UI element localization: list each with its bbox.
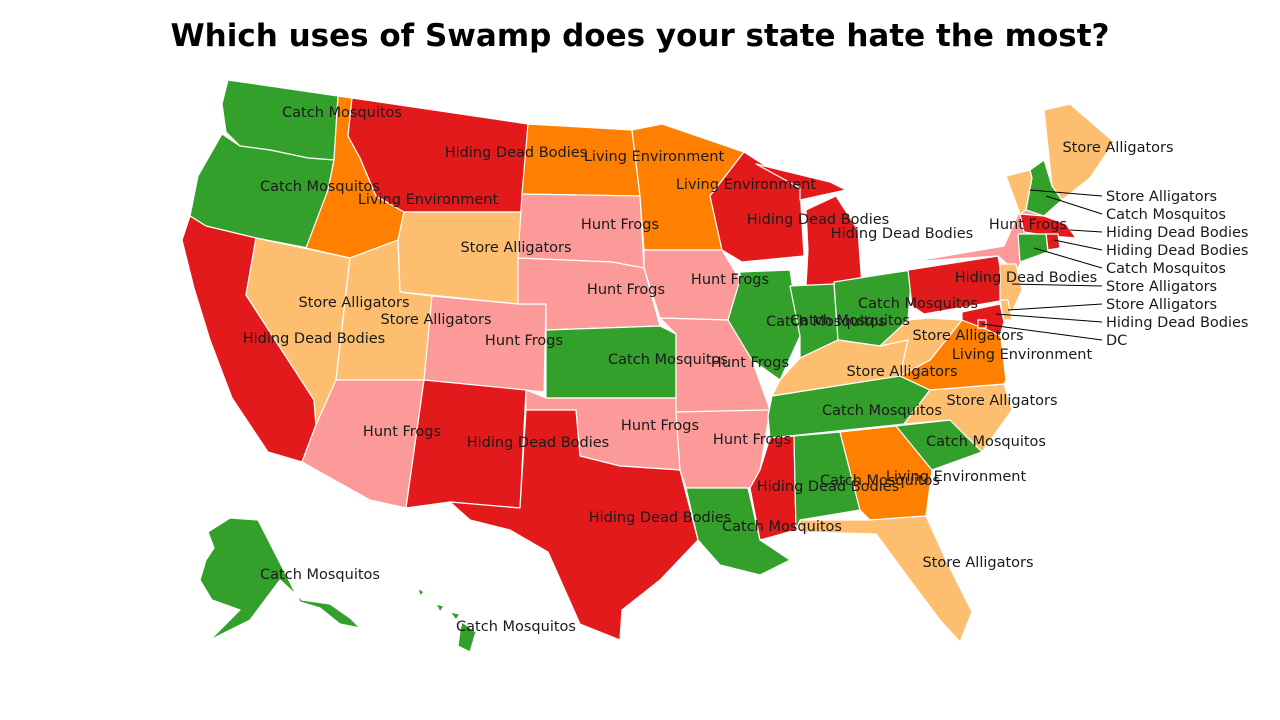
label-mi: Hiding Dead Bodies bbox=[831, 226, 973, 242]
label-ia: Hunt Frogs bbox=[691, 272, 769, 288]
leader-nj bbox=[1011, 283, 1103, 287]
label-ok: Hunt Frogs bbox=[621, 418, 699, 434]
label-sd: Hunt Frogs bbox=[581, 217, 659, 233]
state-ak bbox=[199, 517, 361, 641]
label-sc: Catch Mosquitos bbox=[926, 434, 1046, 450]
leader-dc bbox=[981, 323, 1103, 341]
label-nm: Hiding Dead Bodies bbox=[467, 435, 609, 451]
state-la bbox=[685, 487, 791, 576]
label-wa: Catch Mosquitos bbox=[282, 105, 402, 121]
label-nc: Store Alligators bbox=[946, 393, 1057, 409]
label-or: Catch Mosquitos bbox=[260, 179, 380, 195]
state-pa bbox=[907, 255, 1007, 315]
leader-vt bbox=[1029, 189, 1103, 197]
label-ma: Hiding Dead Bodies bbox=[1106, 225, 1248, 241]
label-tn: Catch Mosquitos bbox=[822, 403, 942, 419]
leader-ct bbox=[1033, 247, 1103, 269]
state-ma bbox=[1019, 213, 1077, 239]
map-title: Which uses of Swamp does your state hate… bbox=[170, 18, 1110, 54]
label-ks: Catch Mosquitos bbox=[608, 352, 728, 368]
label-hi: Catch Mosquitos bbox=[456, 619, 576, 635]
state-wv bbox=[879, 317, 963, 377]
leader-nh bbox=[1045, 195, 1103, 215]
label-az: Hunt Frogs bbox=[363, 424, 441, 440]
label-oh: Catch Mosquitos bbox=[858, 296, 978, 312]
label-mo: Hunt Frogs bbox=[711, 355, 789, 371]
state-il bbox=[727, 269, 801, 381]
label-md: Hiding Dead Bodies bbox=[1106, 315, 1248, 331]
state-fl bbox=[799, 515, 973, 643]
state-co bbox=[423, 295, 547, 393]
label-ar: Hunt Frogs bbox=[713, 432, 791, 448]
label-va: Living Environment bbox=[952, 347, 1093, 363]
label-ga: Living Environment bbox=[886, 469, 1027, 485]
label-dc: DC bbox=[1106, 333, 1127, 349]
label-co: Hunt Frogs bbox=[485, 333, 563, 349]
label-de: Store Alligators bbox=[1106, 297, 1217, 313]
label-wv: Store Alligators bbox=[912, 328, 1023, 344]
state-al bbox=[793, 431, 861, 531]
label-me: Store Alligators bbox=[1062, 140, 1173, 156]
label-wy: Store Alligators bbox=[460, 240, 571, 256]
state-nh bbox=[1025, 159, 1063, 217]
label-vt: Store Alligators bbox=[1106, 189, 1217, 205]
state-wi bbox=[709, 151, 805, 263]
label-tx: Hiding Dead Bodies bbox=[589, 510, 731, 526]
label-fl: Store Alligators bbox=[922, 555, 1033, 571]
label-ut: Store Alligators bbox=[380, 312, 491, 328]
label-al: Catch Mosquitos bbox=[820, 473, 940, 489]
label-mn: Living Environment bbox=[676, 177, 817, 193]
state-shapes bbox=[181, 79, 1115, 653]
label-nj: Store Alligators bbox=[1106, 279, 1217, 295]
label-ak: Catch Mosquitos bbox=[260, 567, 380, 583]
leader-md bbox=[995, 313, 1103, 323]
state-wy bbox=[397, 211, 523, 305]
label-ri: Hiding Dead Bodies bbox=[1106, 243, 1248, 259]
state-ct bbox=[1017, 233, 1049, 263]
leader-ri bbox=[1053, 239, 1103, 251]
leader-lines bbox=[981, 189, 1103, 341]
label-wi: Hiding Dead Bodies bbox=[747, 212, 889, 228]
label-ny: Hunt Frogs bbox=[989, 217, 1067, 233]
label-la: Catch Mosquitos bbox=[722, 519, 842, 535]
state-tx bbox=[449, 409, 699, 641]
leader-de bbox=[1007, 303, 1103, 311]
label-ca: Hiding Dead Bodies bbox=[243, 331, 385, 347]
label-nv: Store Alligators bbox=[298, 295, 409, 311]
label-pa: Hiding Dead Bodies bbox=[955, 270, 1097, 286]
label-nh: Catch Mosquitos bbox=[1106, 207, 1226, 223]
leader-ma bbox=[1069, 229, 1103, 233]
label-ne: Hunt Frogs bbox=[587, 282, 665, 298]
label-mt: Hiding Dead Bodies bbox=[445, 145, 587, 161]
state-hi bbox=[417, 587, 477, 653]
label-ct: Catch Mosquitos bbox=[1106, 261, 1226, 277]
label-il: Catch Mosquitos bbox=[766, 314, 886, 330]
label-in: Catch Mosquitos bbox=[790, 313, 910, 329]
label-ky: Store Alligators bbox=[846, 364, 957, 380]
label-ms: Hiding Dead Bodies bbox=[757, 479, 899, 495]
label-nd: Living Environment bbox=[584, 149, 725, 165]
label-id: Living Environment bbox=[358, 192, 499, 208]
